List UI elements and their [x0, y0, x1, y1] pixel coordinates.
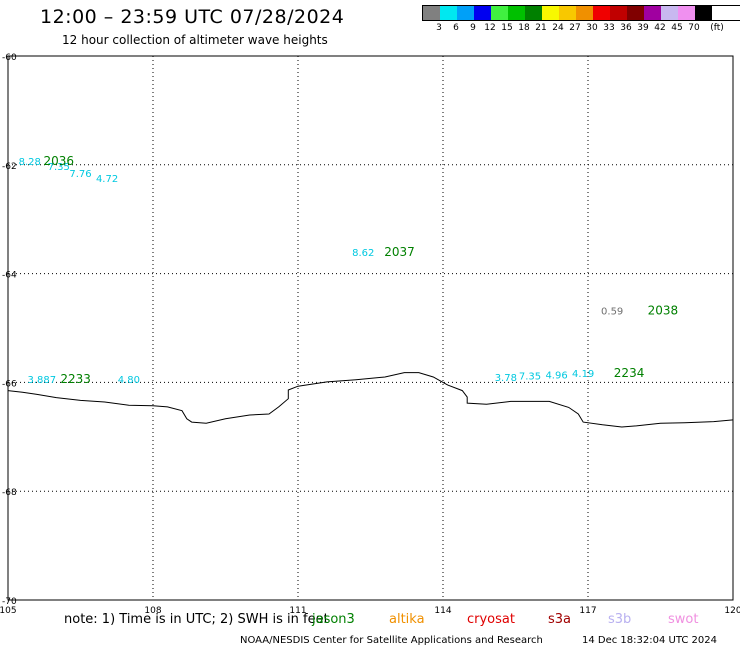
- legend-label: 27: [569, 23, 581, 33]
- x-tick-label: 105: [0, 606, 17, 616]
- satellite-s3a: s3a: [548, 612, 572, 627]
- legend-swatch: [695, 6, 712, 20]
- wave-height-label: 4.72: [96, 174, 118, 185]
- legend-swatch: [440, 6, 457, 20]
- legend-swatch: [576, 6, 593, 20]
- footnote: note: 1) Time is in UTC; 2) SWH is in fe…: [64, 612, 329, 627]
- wave-height-label: 4.80: [118, 375, 140, 386]
- satellite-cryosat: cryosat: [467, 612, 515, 627]
- legend-label: 3: [436, 23, 442, 33]
- wave-height-label: 4.96: [545, 371, 567, 382]
- legend-label: 21: [535, 23, 547, 33]
- legend-swatch: [491, 6, 508, 20]
- pass-time-label: 2234: [614, 366, 645, 380]
- wave-height-label: 3.78: [495, 373, 517, 384]
- legend-labels: 3 6 9 12 15 18 21 24 27 30 33 36 39 42 45 70 (ft): [422, 21, 740, 35]
- color-legend: 3 6 9 12 15 18 21 24 27 30 33 36 39 42 45 70 (ft): [422, 5, 740, 35]
- legend-label: 9: [470, 23, 476, 33]
- legend-swatch: [457, 6, 474, 20]
- pass-time-label: 2038: [648, 303, 679, 317]
- x-tick-label: 108: [144, 606, 161, 616]
- legend-label: 30: [586, 23, 598, 33]
- legend-swatch: [423, 6, 440, 20]
- legend-swatch: [678, 6, 695, 20]
- wave-height-label: 8.28: [19, 157, 41, 168]
- map-frame: [7, 55, 734, 601]
- wave-height-label: 0.59: [601, 306, 623, 317]
- legend-swatch: [559, 6, 576, 20]
- legend-swatches: [422, 5, 740, 21]
- legend-swatch: [525, 6, 542, 20]
- legend-label: 15: [501, 23, 513, 33]
- x-tick-label: 111: [289, 606, 306, 616]
- y-tick-label: -60: [2, 53, 17, 63]
- x-tick-label: 117: [579, 606, 596, 616]
- legend-label: 45: [671, 23, 683, 33]
- wave-height-label: 7.35: [519, 372, 541, 383]
- pass-time-label: 2037: [384, 245, 415, 259]
- page-subtitle: 12 hour collection of altimeter wave hei…: [62, 33, 328, 47]
- legend-label: 39: [637, 23, 649, 33]
- credit-text: NOAA/NESDIS Center for Satellite Applica…: [240, 635, 543, 646]
- x-tick-label: 114: [434, 606, 451, 616]
- wave-height-label: 3.887: [28, 375, 57, 386]
- legend-swatch: [661, 6, 678, 20]
- legend-label: 24: [552, 23, 564, 33]
- satellite-s3b: s3b: [608, 612, 632, 627]
- legend-swatch: [508, 6, 525, 20]
- legend-swatch: [627, 6, 644, 20]
- y-tick-label: -62: [2, 162, 17, 172]
- coastline: [7, 372, 734, 428]
- satellite-swot: swot: [668, 612, 699, 627]
- legend-swatch: [644, 6, 661, 20]
- legend-swatch: [542, 6, 559, 20]
- legend-label: 18: [518, 23, 530, 33]
- legend-label: 70: [688, 23, 700, 33]
- legend-label: 36: [620, 23, 632, 33]
- wave-height-label: 7.35: [48, 162, 70, 173]
- legend-unit: (ft): [710, 23, 724, 33]
- wave-height-label: 7.76: [69, 169, 91, 180]
- y-tick-label: -68: [2, 488, 17, 498]
- legend-label: 42: [654, 23, 666, 33]
- x-tick-label: 120: [724, 606, 740, 616]
- satellite-jason3: jason3: [312, 612, 355, 627]
- y-tick-label: -64: [2, 271, 17, 281]
- legend-label: 6: [453, 23, 459, 33]
- legend-label: 33: [603, 23, 615, 33]
- legend-swatch: [610, 6, 627, 20]
- wave-height-label: 8.62: [352, 248, 374, 259]
- legend-label: 12: [484, 23, 496, 33]
- timestamp-text: 14 Dec 18:32:04 UTC 2024: [582, 635, 717, 646]
- legend-swatch: [474, 6, 491, 20]
- satellite-altika: altika: [389, 612, 425, 627]
- y-tick-label: -66: [2, 379, 17, 389]
- wave-height-label: 4.19: [572, 369, 594, 380]
- pass-time-label: 2233: [60, 372, 91, 386]
- y-tick-label: -70: [2, 597, 17, 607]
- legend-swatch: [593, 6, 610, 20]
- page-title: 12:00 – 23:59 UTC 07/28/2024: [40, 6, 345, 28]
- pass-time-label: 2036: [43, 154, 74, 168]
